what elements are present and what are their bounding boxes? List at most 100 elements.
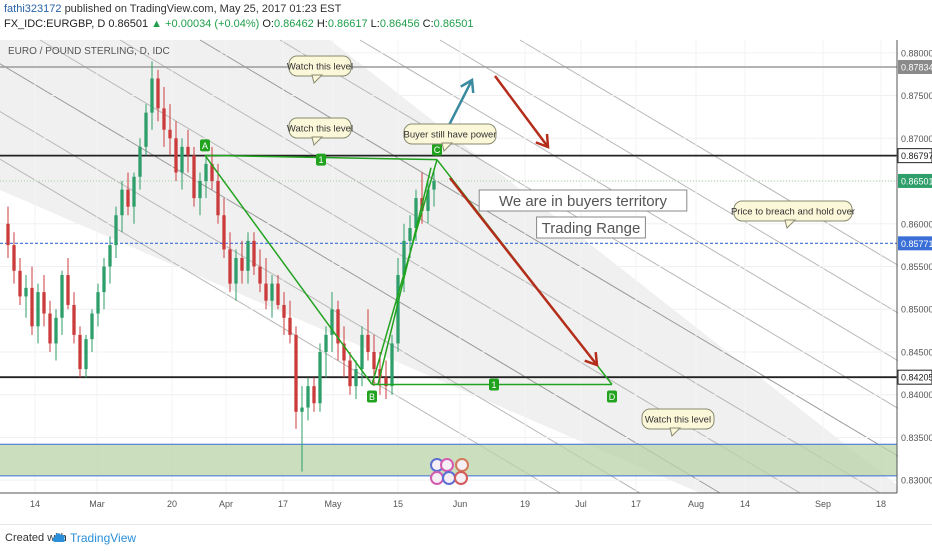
- y-axis-bg: [898, 40, 932, 493]
- tradingview-cloud-icon: [52, 533, 66, 542]
- arrow-down-red-top: [493, 75, 550, 148]
- candle-body: [270, 283, 274, 301]
- candle-body: [366, 334, 370, 352]
- event-badge: [442, 471, 456, 485]
- symbol-label: FX_IDC:EURGBP, D: [4, 18, 106, 30]
- candle-body: [156, 78, 160, 109]
- last-price: 0.86501: [108, 18, 149, 30]
- pattern-mid-label-bg: [316, 153, 326, 166]
- candle-body: [210, 163, 214, 182]
- price-tag-label: 0.87834: [901, 63, 932, 73]
- candle-body: [372, 351, 376, 370]
- candle-body: [18, 270, 22, 297]
- pattern-point-a: A: [202, 141, 208, 151]
- candle-body: [12, 245, 16, 271]
- x-tick-label: 18: [876, 499, 886, 509]
- publish-text: published on TradingView.com, May 25, 20…: [64, 3, 342, 15]
- ohlc-readout: FX_IDC:EURGBP, D 0.86501 ▲ +0.00034 (+0.…: [4, 18, 473, 30]
- candle-body: [114, 215, 118, 246]
- candle-body: [42, 292, 46, 314]
- candle-body: [408, 228, 412, 241]
- candle-body: [138, 146, 142, 177]
- candle-body: [300, 407, 304, 412]
- candle-body: [144, 112, 148, 147]
- candle-body: [432, 181, 436, 190]
- x-tick-label: Sep: [815, 499, 831, 509]
- pattern-line-ab: [204, 154, 373, 385]
- pattern-point-d-bg: [607, 390, 617, 403]
- pattern-point-d: D: [609, 392, 616, 402]
- candle-body: [342, 343, 346, 361]
- arrow-down-red-main-head: [584, 351, 599, 367]
- candle-body: [222, 215, 226, 250]
- candle-body: [174, 138, 178, 173]
- pair-label: EURO / POUND STERLING, D, IDC: [8, 46, 170, 57]
- candle-body: [384, 377, 388, 387]
- candle-body: [330, 309, 334, 335]
- candle-body: [186, 146, 190, 156]
- candle-body: [414, 198, 418, 229]
- candle-body: [348, 360, 352, 387]
- footer: Created with TradingView: [0, 524, 932, 551]
- price-tag-bg: [898, 60, 932, 75]
- y-tick-label: 0.88000: [901, 48, 932, 58]
- candle-body: [132, 176, 136, 207]
- x-tick-label: 14: [30, 499, 40, 509]
- candle-body: [288, 317, 292, 335]
- callout-tail: [441, 142, 454, 152]
- tradingview-brand[interactable]: TradingView: [70, 531, 137, 545]
- y-tick-label: 0.84500: [901, 347, 932, 357]
- arrow-down-red-main: [449, 177, 598, 366]
- candle-body: [426, 189, 430, 211]
- x-tick-label: 19: [520, 499, 530, 509]
- arrow-up-teal-head: [460, 77, 475, 94]
- author-link[interactable]: fathi323172: [4, 3, 62, 15]
- callout-tail: [784, 219, 797, 229]
- candle-body: [324, 334, 328, 352]
- y-tick-label: 0.85000: [901, 305, 932, 315]
- pattern-line-bc: [371, 159, 438, 385]
- price-tag-label: 0.86797: [901, 151, 932, 161]
- candle-body: [228, 249, 232, 284]
- pattern-point-c-bg: [432, 143, 442, 156]
- low-label: L:: [370, 18, 380, 30]
- y-tick-label: 0.87500: [901, 91, 932, 101]
- x-tick-label: 17: [278, 499, 288, 509]
- candle-body: [318, 351, 322, 404]
- candle-body: [60, 275, 64, 318]
- x-tick-label: Jun: [453, 499, 468, 509]
- candle-body: [264, 283, 268, 301]
- candle-body: [312, 386, 316, 404]
- callout-text: Buyer still have power: [404, 130, 497, 141]
- price-tag-label: 0.85771: [901, 239, 932, 249]
- price-tag-label: 0.86501: [901, 176, 932, 186]
- candle-body: [216, 181, 220, 216]
- x-tick-label: Aug: [688, 499, 704, 509]
- candle-body: [390, 343, 394, 387]
- candle-body: [30, 287, 34, 327]
- y-tick-label: 0.87000: [901, 134, 932, 144]
- y-tick-label: 0.83500: [901, 433, 932, 443]
- y-tick-label: 0.83000: [901, 476, 932, 486]
- candle-body: [150, 78, 154, 113]
- x-tick-label: May: [324, 499, 342, 509]
- price-tag-label: 0.84205: [901, 373, 932, 383]
- candle-body: [36, 292, 40, 327]
- candle-body: [192, 155, 196, 199]
- candle-body: [252, 240, 256, 267]
- created-with-text: Created with: [5, 532, 67, 544]
- callout-tail: [311, 136, 324, 146]
- x-tick-label: 14: [740, 499, 750, 509]
- pattern-mid-label: 1: [491, 380, 496, 390]
- price-chart[interactable]: A B C D 1 1 Watch this level Watch this level Bu…: [0, 34, 932, 524]
- candle-body: [24, 287, 28, 297]
- candle-body: [126, 189, 130, 207]
- high-label: H:: [316, 18, 328, 30]
- candle-body: [276, 283, 280, 305]
- candle-body: [180, 146, 184, 173]
- candle-body: [78, 334, 82, 370]
- pattern-point-a-bg: [200, 139, 210, 152]
- candle-body: [204, 163, 208, 182]
- candle-body: [162, 108, 166, 130]
- candle-body: [354, 369, 358, 387]
